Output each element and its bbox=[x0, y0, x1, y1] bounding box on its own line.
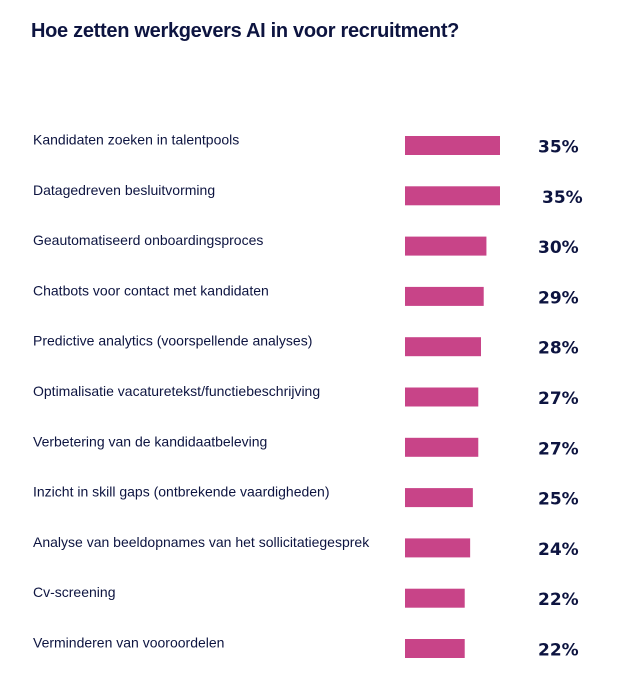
bar-row: Chatbots voor contact met kandidaten 29% bbox=[33, 282, 579, 308]
bar bbox=[405, 337, 481, 357]
value-label: 27% bbox=[538, 439, 579, 459]
value-label: 22% bbox=[538, 590, 579, 610]
bar bbox=[405, 538, 471, 558]
value-label: 22% bbox=[538, 641, 579, 661]
bar bbox=[405, 186, 500, 206]
chart-title: Hoe zetten werkgevers AI in voor recruit… bbox=[31, 20, 460, 42]
bar bbox=[405, 488, 473, 508]
value-label: 35% bbox=[542, 188, 583, 208]
category-label: Optimalisatie vacaturetekst/functiebesch… bbox=[33, 383, 320, 399]
category-label: Kandidaten zoeken in talentpools bbox=[33, 132, 239, 148]
bar-row: Verminderen van vooroordelen 22% bbox=[33, 635, 579, 661]
category-label: Geautomatiseerd onboardingsproces bbox=[33, 232, 263, 248]
category-label: Analyse van beeldopnames van het sollici… bbox=[33, 534, 370, 550]
bar bbox=[405, 236, 487, 256]
category-label: Verbetering van de kandidaatbeleving bbox=[33, 433, 267, 449]
bar bbox=[405, 387, 479, 407]
category-label: Datagedreven besluitvorming bbox=[33, 182, 215, 198]
bar bbox=[405, 437, 479, 457]
bar-row: Cv-screening 22% bbox=[33, 584, 579, 610]
bar-row: Verbetering van de kandidaatbeleving 27% bbox=[33, 433, 579, 459]
bar bbox=[405, 588, 465, 608]
bar-row: Inzicht in skill gaps (ontbrekende vaard… bbox=[33, 484, 579, 510]
category-label: Chatbots voor contact met kandidaten bbox=[33, 282, 269, 298]
bar-row: Datagedreven besluitvorming 35% bbox=[33, 182, 583, 208]
bar-row: Analyse van beeldopnames van het sollici… bbox=[33, 534, 579, 560]
category-label: Inzicht in skill gaps (ontbrekende vaard… bbox=[33, 484, 330, 500]
value-label: 28% bbox=[538, 339, 579, 359]
value-label: 35% bbox=[538, 138, 579, 158]
category-label: Predictive analytics (voorspellende anal… bbox=[33, 333, 312, 349]
value-label: 29% bbox=[538, 288, 579, 308]
bar-row: Geautomatiseerd onboardingsproces 30% bbox=[33, 232, 579, 258]
bar-row: Optimalisatie vacaturetekst/functiebesch… bbox=[33, 383, 579, 409]
value-label: 27% bbox=[538, 389, 579, 409]
category-label: Cv-screening bbox=[33, 584, 115, 600]
bar bbox=[405, 639, 465, 658]
bar-row: Predictive analytics (voorspellende anal… bbox=[33, 333, 579, 359]
bar-row: Kandidaten zoeken in talentpools 35% bbox=[33, 132, 579, 158]
bar bbox=[405, 136, 500, 155]
bar bbox=[405, 286, 484, 306]
value-label: 24% bbox=[538, 540, 579, 560]
category-label: Verminderen van vooroordelen bbox=[33, 635, 224, 651]
value-label: 25% bbox=[538, 490, 579, 510]
value-label: 30% bbox=[538, 238, 579, 258]
